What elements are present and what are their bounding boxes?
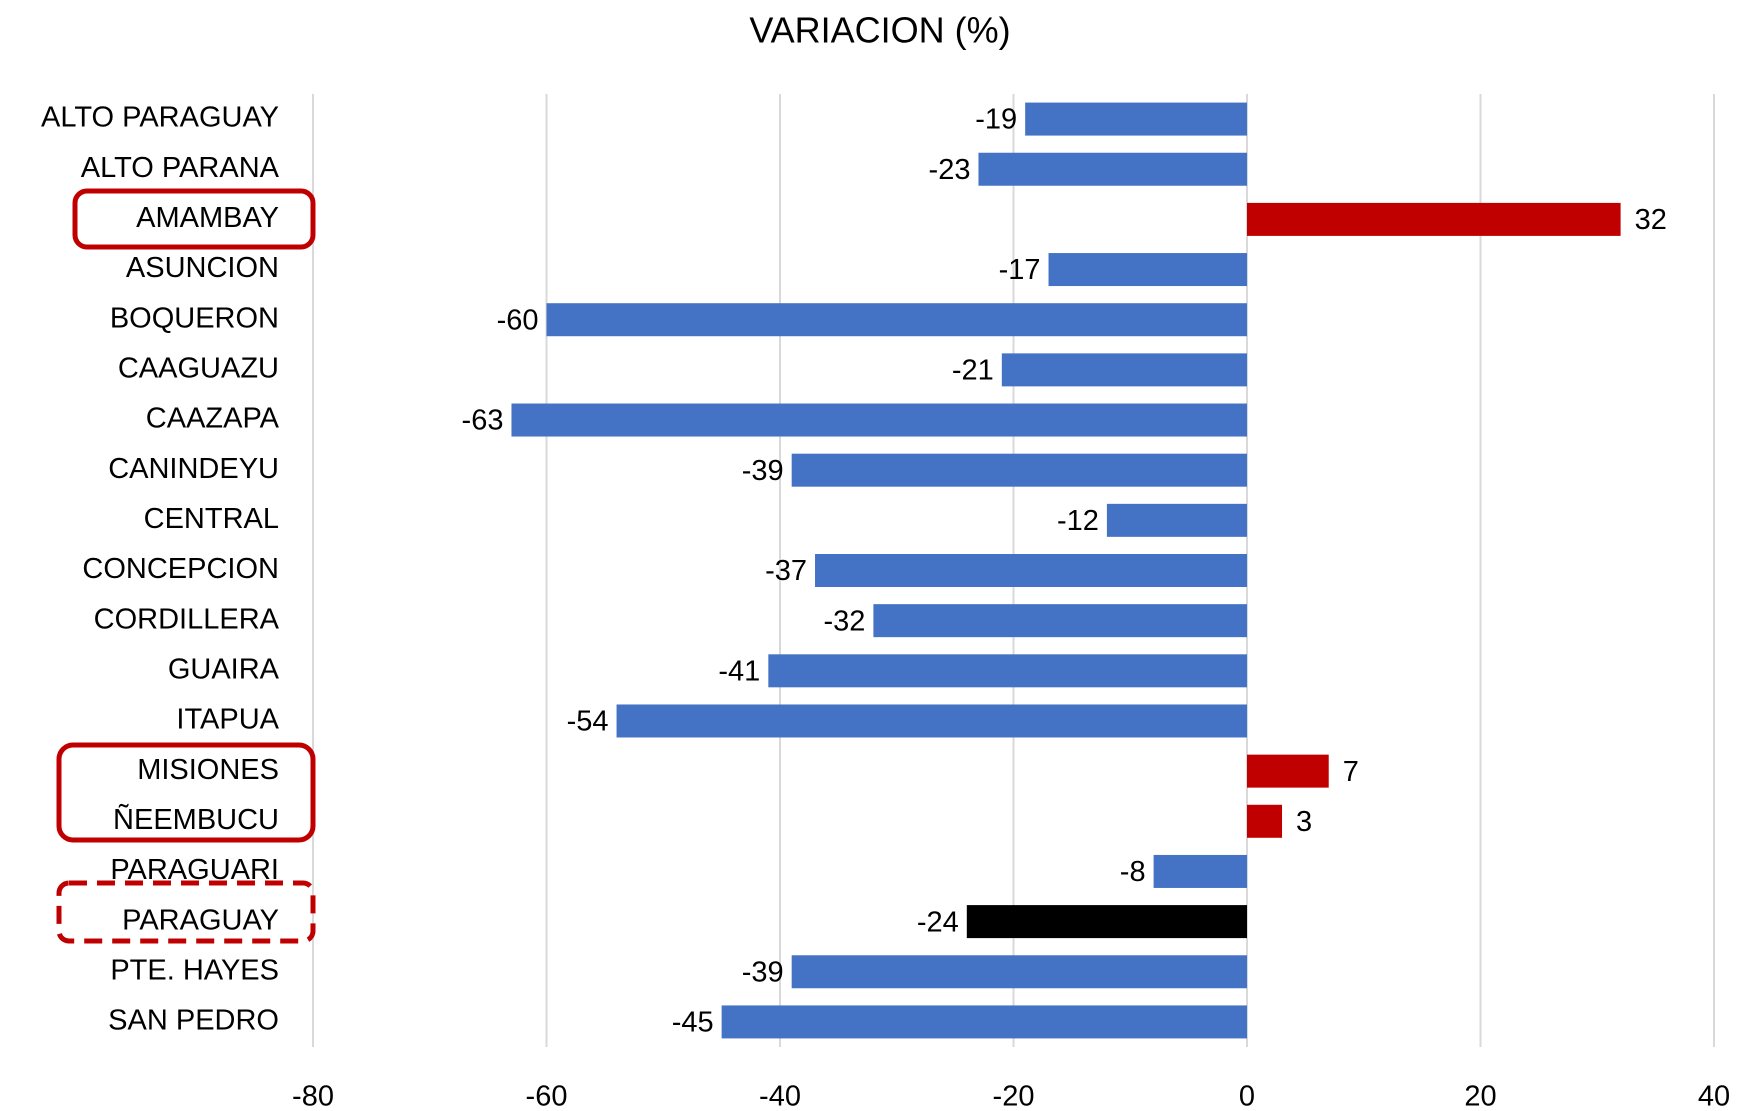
- y-tick-label: AMAMBAY: [136, 202, 279, 234]
- data-label: -41: [718, 655, 760, 687]
- data-label: -54: [567, 706, 609, 738]
- y-tick-label: BOQUERON: [110, 302, 279, 334]
- y-tick-label: ASUNCION: [126, 252, 279, 284]
- bar: [1247, 202, 1621, 236]
- x-tick-label: 40: [1698, 1081, 1730, 1111]
- data-label: -21: [952, 355, 994, 387]
- data-label: -37: [765, 555, 807, 587]
- y-tick-label: GUAIRA: [168, 653, 280, 685]
- bar: [873, 604, 1247, 638]
- x-tick-label: -80: [292, 1081, 334, 1111]
- y-tick-label: ALTO PARANA: [81, 152, 280, 184]
- bar: [1153, 854, 1247, 888]
- bar: [1247, 804, 1283, 838]
- y-tick-label: CONCEPCION: [82, 553, 279, 585]
- data-label: -39: [742, 956, 784, 988]
- data-label: 7: [1343, 756, 1359, 788]
- data-label: 32: [1635, 204, 1667, 236]
- y-tick-label: CANINDEYU: [108, 453, 279, 485]
- y-tick-label: PARAGUARI: [110, 854, 279, 886]
- y-tick-label: CAAZAPA: [146, 403, 280, 435]
- data-label: -32: [823, 605, 865, 637]
- highlight-box: [72, 188, 316, 250]
- y-tick-label: CAAGUAZU: [118, 353, 279, 385]
- y-tick-label: MISIONES: [137, 754, 279, 786]
- bar: [978, 152, 1247, 186]
- bar: [511, 403, 1248, 437]
- bar: [546, 303, 1247, 337]
- bar: [768, 654, 1247, 688]
- data-label: -63: [462, 405, 504, 437]
- y-tick-label: PARAGUAY: [122, 904, 279, 936]
- bar: [1001, 353, 1247, 387]
- y-tick-label: ÑEEMBUCU: [113, 802, 279, 836]
- bar: [791, 453, 1247, 487]
- data-label: -45: [672, 1007, 714, 1039]
- bar: [1106, 503, 1247, 537]
- y-tick-label: PTE. HAYES: [110, 954, 279, 986]
- bar: [815, 554, 1247, 587]
- y-tick-label: CORDILLERA: [94, 603, 280, 635]
- bar: [1025, 102, 1247, 136]
- bar: [791, 955, 1247, 989]
- data-label: 3: [1296, 806, 1312, 838]
- highlight-box-dashed: [56, 880, 316, 944]
- x-tick-label: -40: [759, 1081, 801, 1111]
- highlight-box: [56, 742, 316, 843]
- data-label: -8: [1120, 856, 1146, 888]
- data-label: -19: [975, 104, 1017, 136]
- bar: [616, 704, 1247, 738]
- data-label: -24: [917, 906, 959, 938]
- bar: [721, 1005, 1247, 1039]
- y-tick-label: SAN PEDRO: [108, 1005, 279, 1037]
- y-tick-label: ITAPUA: [176, 704, 279, 736]
- bar: [1247, 754, 1329, 788]
- chart-title: VARIACION (%): [749, 10, 1010, 51]
- x-tick-label: -20: [993, 1081, 1035, 1111]
- x-tick-label: 0: [1239, 1081, 1255, 1111]
- x-tick-label: -60: [526, 1081, 568, 1111]
- y-tick-label: ALTO PARAGUAY: [41, 102, 279, 134]
- data-label: -17: [999, 254, 1041, 286]
- data-label: -39: [742, 455, 784, 487]
- data-label: -60: [497, 304, 539, 336]
- bar: [966, 905, 1247, 939]
- data-label: -23: [929, 154, 971, 186]
- y-tick-label: CENTRAL: [144, 503, 279, 535]
- x-tick-label: 20: [1464, 1081, 1496, 1111]
- data-label: -12: [1057, 505, 1099, 537]
- bar: [1048, 253, 1247, 287]
